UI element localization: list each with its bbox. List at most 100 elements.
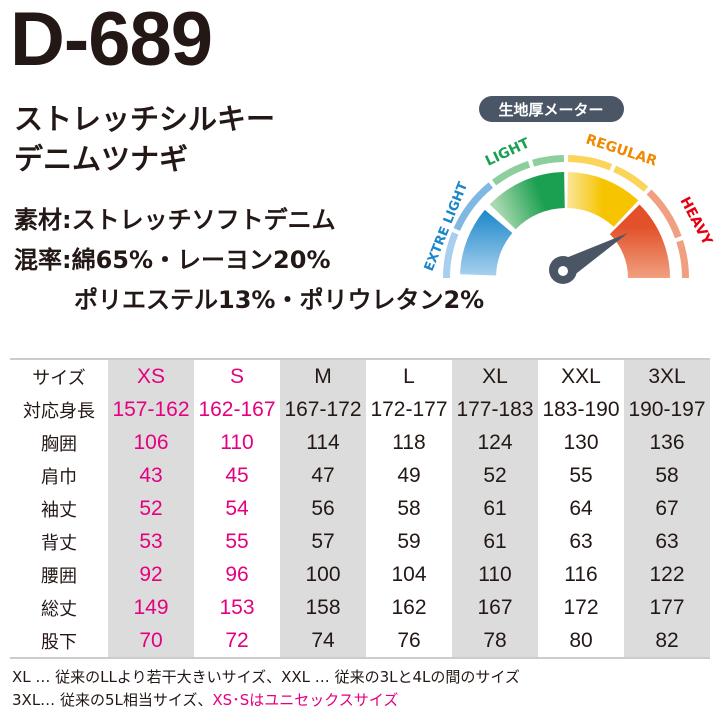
table-cell: 118 xyxy=(392,430,426,454)
table-cell: 172-177 xyxy=(370,397,448,421)
table-cell: 52 xyxy=(452,459,538,492)
table-cell: 55 xyxy=(225,529,249,553)
table-cell: XS xyxy=(108,359,194,393)
product-code: D-689 xyxy=(10,0,213,82)
table-cell: XXL xyxy=(561,364,601,388)
table-cell: M xyxy=(280,359,366,393)
table-cell: 114 xyxy=(280,426,366,459)
gauge-title: 生地厚メーター xyxy=(498,101,603,119)
table-cell: 70 xyxy=(108,624,194,658)
table-cell: 116 xyxy=(564,562,598,586)
table-cell: 177 xyxy=(624,591,710,624)
product-name-line1: ストレッチシルキー xyxy=(14,102,276,136)
table-cell: 43 xyxy=(108,459,194,492)
table-cell: 82 xyxy=(624,624,710,658)
table-cell: 153 xyxy=(219,595,255,619)
ring-light xyxy=(532,155,564,167)
table-cell: 3XL xyxy=(624,359,710,393)
table-cell: 158 xyxy=(280,591,366,624)
row-label: サイズ xyxy=(32,367,86,389)
table-cell: 124 xyxy=(452,426,538,459)
table-row: 袖丈 52 54 56 58 61 64 67 xyxy=(10,492,710,525)
table-cell: 122 xyxy=(624,558,710,591)
table-cell: 149 xyxy=(108,591,194,624)
table-cell: 49 xyxy=(397,463,421,487)
table-cell: 172 xyxy=(563,595,599,619)
table-cell: 76 xyxy=(397,628,421,652)
table-row: 背丈 53 55 57 59 61 63 63 xyxy=(10,525,710,558)
table-cell: 63 xyxy=(624,525,710,558)
table-cell: 53 xyxy=(108,525,194,558)
row-label: 腰囲 xyxy=(41,565,77,587)
table-row: 肩巾 43 45 47 49 52 55 58 xyxy=(10,459,710,492)
row-label: 股下 xyxy=(41,631,77,653)
ring-regular xyxy=(613,165,649,192)
gauge-pivot-hole xyxy=(558,266,568,276)
table-cell: 57 xyxy=(280,525,366,558)
ring-light xyxy=(491,161,531,186)
table-cell: 167 xyxy=(452,591,538,624)
ring-heavy xyxy=(676,239,689,278)
note-line2: 3XL… 従来の5L相当サイズ、XS･Sはユニセックスサイズ xyxy=(12,689,398,710)
blend-line1: 混率:綿65%・レーヨン20% xyxy=(14,246,331,274)
table-cell: 100 xyxy=(280,558,366,591)
gauge-title-badge xyxy=(479,96,624,122)
table-cell: 78 xyxy=(452,624,538,658)
table-cell: 61 xyxy=(452,492,538,525)
table-row: 総丈 149 153 158 162 167 172 177 xyxy=(10,591,710,624)
table-cell: 92 xyxy=(108,558,194,591)
table-cell: 157-162 xyxy=(108,393,194,426)
table-row: 対応身長 157-162 162-167 167-172 172-177 177-183 1… xyxy=(10,393,710,426)
blend-line2: ポリエステル13%・ポリウレタン2% xyxy=(74,286,485,314)
table-cell: 56 xyxy=(280,492,366,525)
band-extra-light xyxy=(460,209,513,276)
table-cell: 55 xyxy=(569,463,593,487)
table-cell: 74 xyxy=(280,624,366,658)
band-light xyxy=(489,172,565,230)
row-label: 総丈 xyxy=(41,598,77,620)
band-heavy xyxy=(609,204,670,278)
table-cell: 190-197 xyxy=(624,393,710,426)
table-cell: 58 xyxy=(397,496,421,520)
note-unisex: XS･Sはユニセックスサイズ xyxy=(212,691,399,709)
size-table: サイズ XS S M L XL XXL 3XL 対応身長 157-162 162-167 167-17… xyxy=(10,358,710,659)
table-cell: 104 xyxy=(391,562,427,586)
table-cell: 80 xyxy=(569,628,593,652)
ring-extra-light xyxy=(443,231,459,278)
table-cell: L xyxy=(403,364,415,388)
table-cell: 177-183 xyxy=(452,393,538,426)
table-cell: 96 xyxy=(225,562,249,586)
table-cell: 106 xyxy=(108,426,194,459)
table-header-row: サイズ XS S M L XL XXL 3XL xyxy=(10,359,710,393)
material: 素材:ストレッチソフトデニム xyxy=(14,206,336,234)
table-cell: 162-167 xyxy=(198,397,276,421)
row-label: 袖丈 xyxy=(41,499,77,521)
table-cell: 45 xyxy=(225,463,249,487)
table-cell: XL xyxy=(452,359,538,393)
table-cell: 110 xyxy=(220,430,254,454)
ring-heavy xyxy=(646,189,682,239)
band-regular xyxy=(567,172,639,227)
table-cell: S xyxy=(229,364,244,388)
table-cell: 136 xyxy=(624,426,710,459)
row-label: 胸囲 xyxy=(41,433,77,455)
table-cell: 54 xyxy=(225,496,249,520)
table-cell: 58 xyxy=(624,459,710,492)
table-cell: 162 xyxy=(391,595,427,619)
table-cell: 63 xyxy=(569,529,593,553)
table-cell: 130 xyxy=(563,430,599,454)
table-cell: 167-172 xyxy=(280,393,366,426)
ring-regular xyxy=(568,155,613,171)
table-cell: 52 xyxy=(108,492,194,525)
table-row: 股下 70 72 74 76 78 80 82 xyxy=(10,624,710,658)
ring-extra-light xyxy=(453,182,493,231)
note-line1: XL … 従来のLLより若干大きいサイズ、XXL … 従来の3Lと4Lの間のサイ… xyxy=(12,668,520,686)
note-line2-prefix: 3XL… 従来の5L相当サイズ、 xyxy=(12,691,213,709)
row-label: 対応身長 xyxy=(23,400,95,422)
table-cell: 59 xyxy=(397,529,421,553)
table-cell: 110 xyxy=(452,558,538,591)
table-row: 腰囲 92 96 100 104 110 116 122 xyxy=(10,558,710,591)
product-name-line2: デニムツナギ xyxy=(14,142,189,176)
table-cell: 61 xyxy=(452,525,538,558)
table-cell: 72 xyxy=(225,628,249,652)
